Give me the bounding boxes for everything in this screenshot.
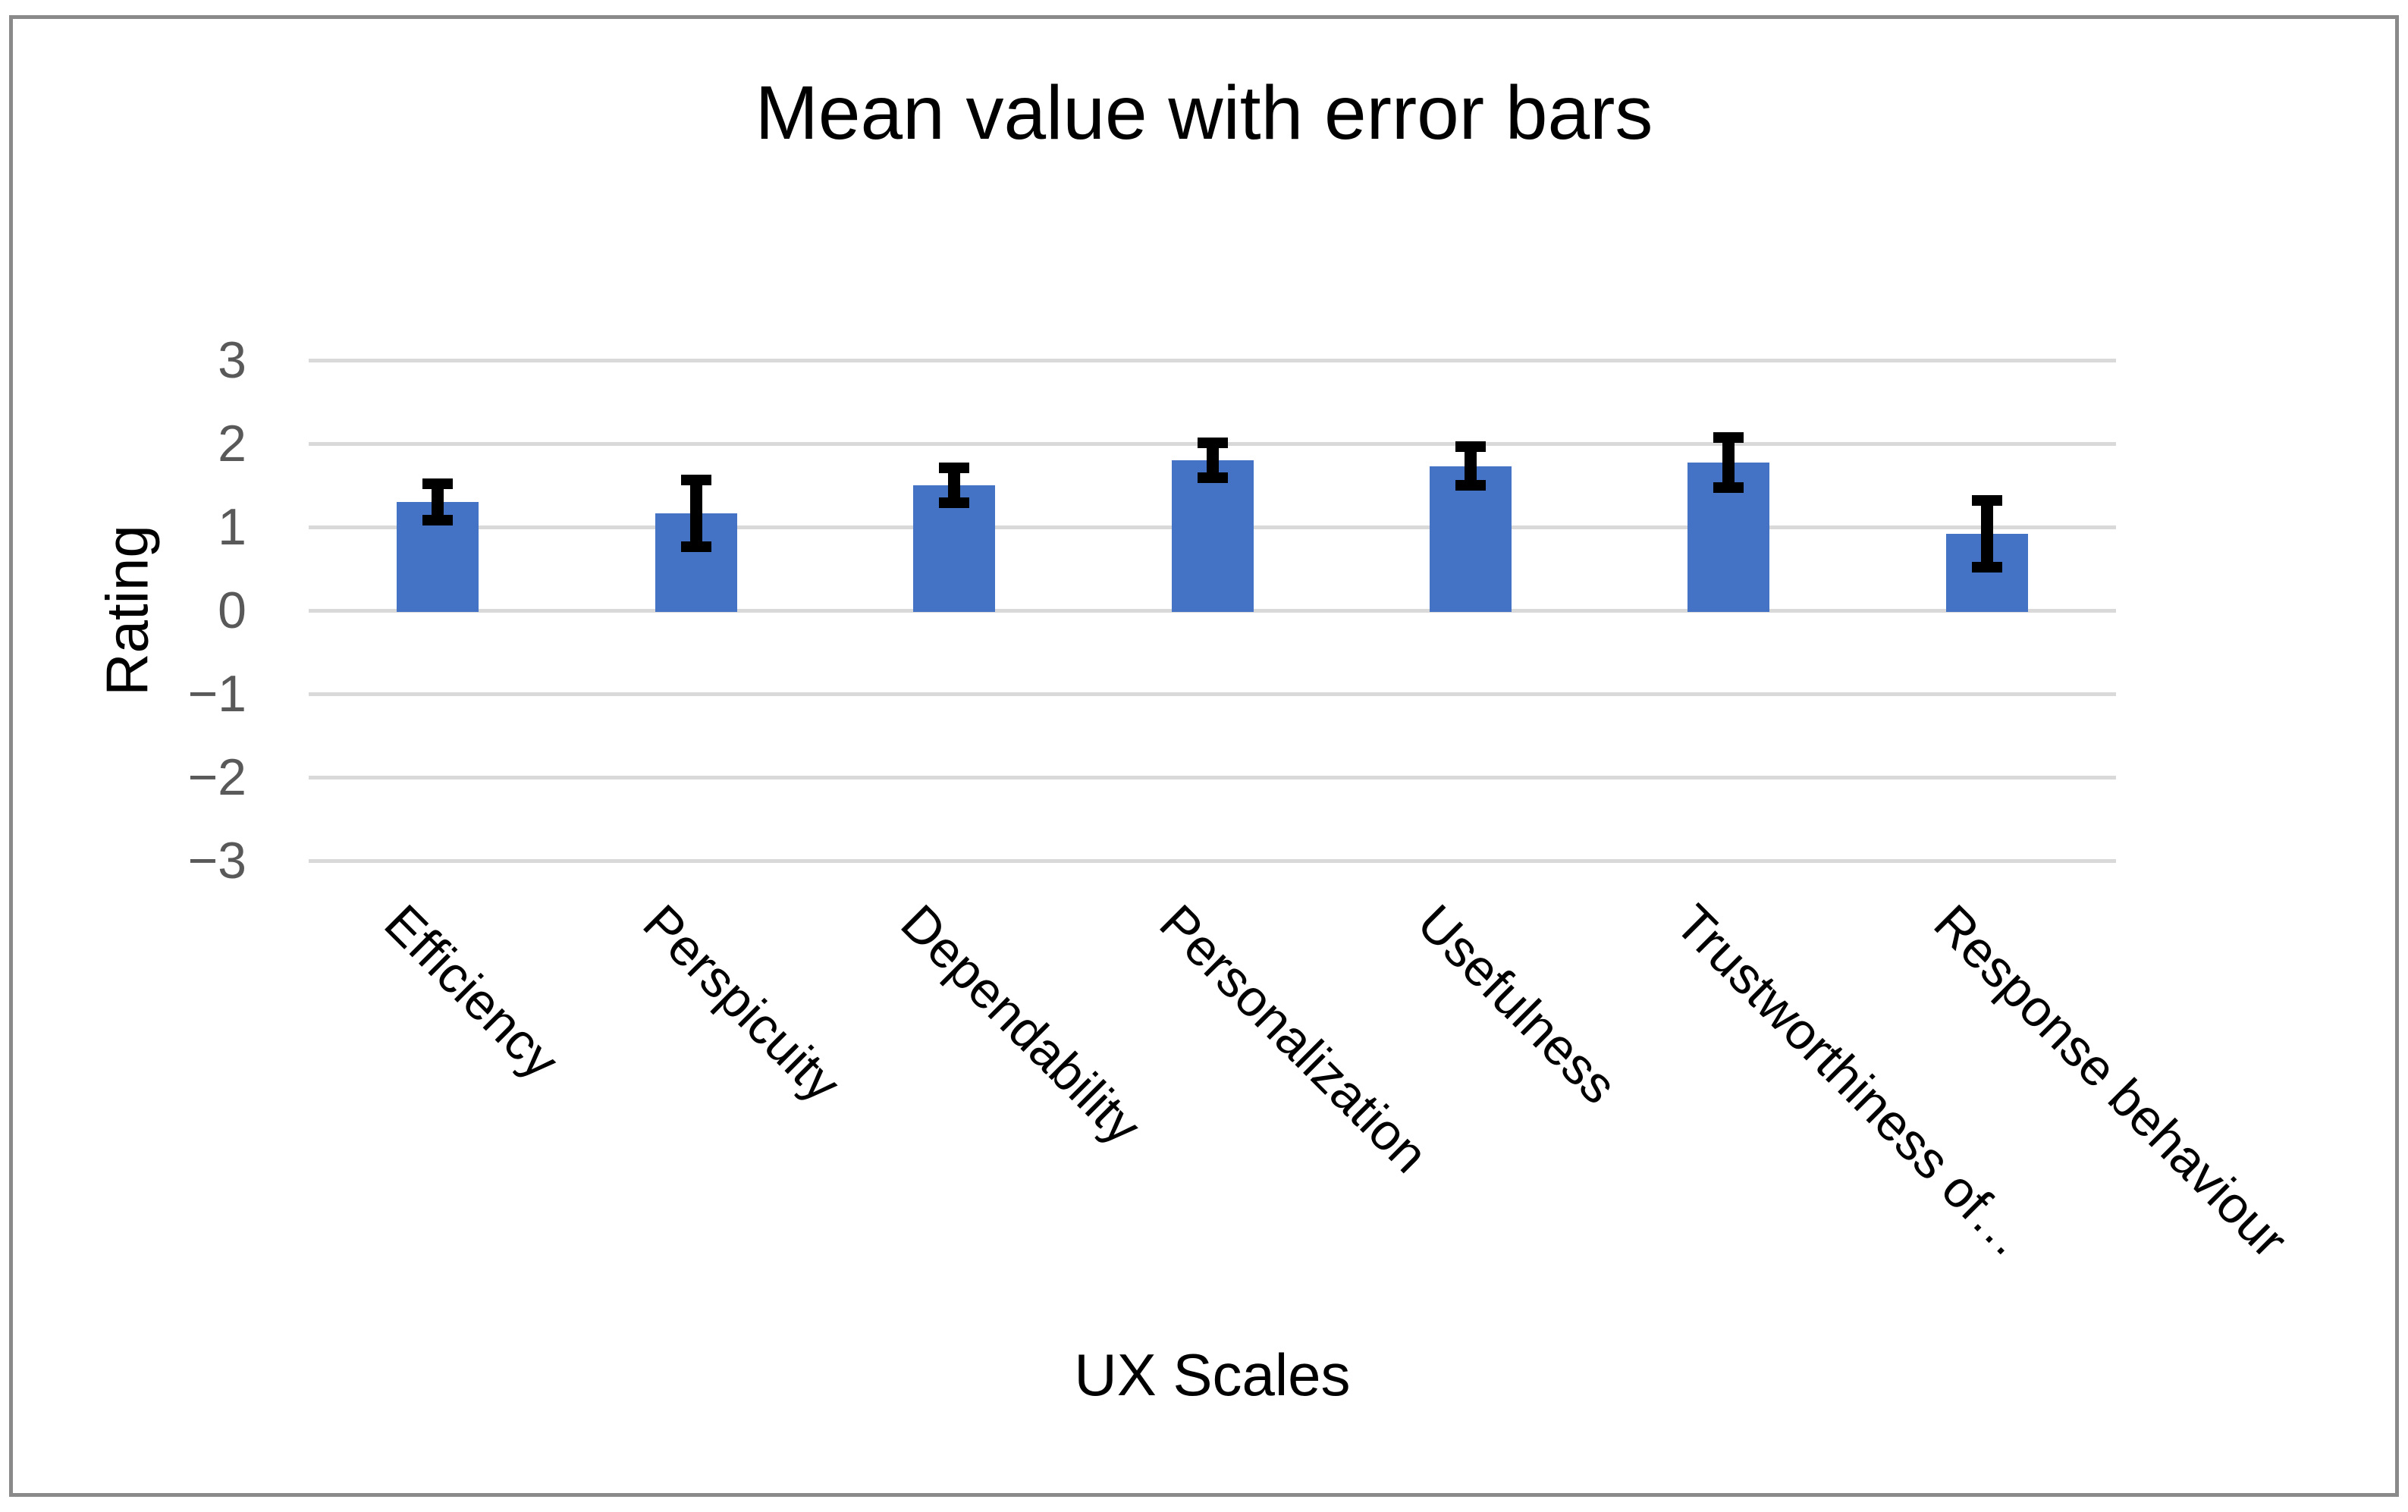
y-tick-label: −2 xyxy=(187,748,246,806)
y-tick-label: 2 xyxy=(218,415,246,472)
gridline-y-3 xyxy=(309,359,2116,362)
gridline-y--2 xyxy=(309,776,2116,780)
y-tick-label: 1 xyxy=(218,498,246,556)
y-tick-label: −1 xyxy=(187,665,246,723)
y-tick-label: 3 xyxy=(218,331,246,389)
error-bar-cap-top xyxy=(1971,494,2002,506)
error-bar-cap-bottom xyxy=(422,515,454,526)
y-tick-label: −3 xyxy=(187,832,246,889)
error-bar-cap-top xyxy=(1455,441,1486,453)
error-bar-line xyxy=(1980,500,1993,567)
chart-title: Mean value with error bars xyxy=(755,71,1653,155)
error-bar-cap-top xyxy=(422,478,454,489)
error-bar-line xyxy=(1722,438,1735,488)
error-bar-cap-top xyxy=(939,462,970,473)
gridline-y--3 xyxy=(309,859,2116,863)
error-bar-cap-bottom xyxy=(939,497,970,509)
error-bar-cap-bottom xyxy=(1713,482,1744,494)
x-axis-title: UX Scales xyxy=(1074,1341,1351,1408)
error-bar-line xyxy=(1206,442,1219,478)
error-bar-cap-top xyxy=(680,475,711,486)
error-bar-line xyxy=(1464,447,1477,485)
bar-4 xyxy=(1171,460,1254,612)
y-tick-label: 0 xyxy=(218,582,246,639)
error-bar-line xyxy=(432,483,444,521)
error-bar-cap-top xyxy=(1197,437,1228,448)
error-bar-line xyxy=(948,467,961,503)
error-bar-cap-bottom xyxy=(1971,561,2002,572)
error-bar-cap-bottom xyxy=(680,541,711,553)
error-bar-cap-top xyxy=(1713,432,1744,444)
chart-border-frame xyxy=(9,15,2399,1497)
error-bar-cap-bottom xyxy=(1197,472,1228,484)
error-bar-cap-bottom xyxy=(1455,480,1486,491)
gridline-y--1 xyxy=(309,692,2116,696)
error-bar-line xyxy=(689,480,702,547)
